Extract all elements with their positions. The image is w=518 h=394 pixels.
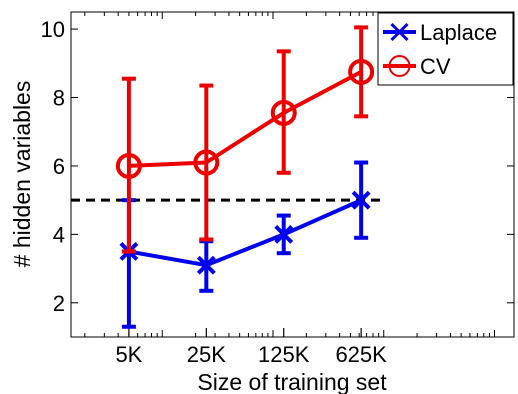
legend: Laplace CV — [377, 12, 514, 86]
data-point-1 — [196, 255, 216, 275]
legend-label-cv: CV — [420, 54, 451, 79]
data-point-3 — [348, 58, 375, 85]
legend-label-laplace: Laplace — [420, 20, 497, 45]
x-tick-label-2: 125K — [258, 342, 310, 367]
y-tick-label-1: 4 — [53, 222, 65, 247]
series-cv — [115, 25, 375, 254]
legend-box — [377, 12, 514, 86]
y-tick-label-2: 6 — [53, 154, 65, 179]
series-group — [115, 25, 375, 329]
marker-stroke — [274, 224, 294, 244]
series-laplace — [119, 160, 371, 329]
y-tick-label-4: 10 — [41, 17, 65, 42]
plot-frame — [70, 11, 515, 338]
legend-entry-cv: CV — [383, 54, 451, 79]
series-line-cv — [128, 70, 363, 168]
x-tick-label-3: 625K — [335, 342, 387, 367]
y-tick-label-3: 8 — [53, 86, 65, 111]
series-line-laplace — [128, 198, 362, 268]
y-tick-label-0: 2 — [53, 291, 65, 316]
legend-swatch-marker — [388, 55, 411, 77]
axis-ticks: 2 4 6 8 10 5K 25K 125K 625K — [41, 12, 514, 367]
marker-stroke — [196, 255, 216, 275]
x-tick-label-0: 5K — [115, 342, 142, 367]
legend-entry-laplace: Laplace — [383, 20, 497, 45]
data-point-1 — [193, 149, 220, 176]
data-point-2 — [270, 99, 297, 126]
x-axis-label: Size of training set — [197, 369, 387, 394]
marker-stroke — [351, 190, 371, 210]
data-point-3 — [351, 190, 371, 210]
data-point-2 — [274, 224, 294, 244]
x-tick-label-1: 25K — [187, 342, 226, 367]
legend-swatch-marker — [390, 22, 409, 42]
data-point-0 — [115, 152, 142, 179]
y-axis-label: # hidden variables — [9, 81, 35, 268]
